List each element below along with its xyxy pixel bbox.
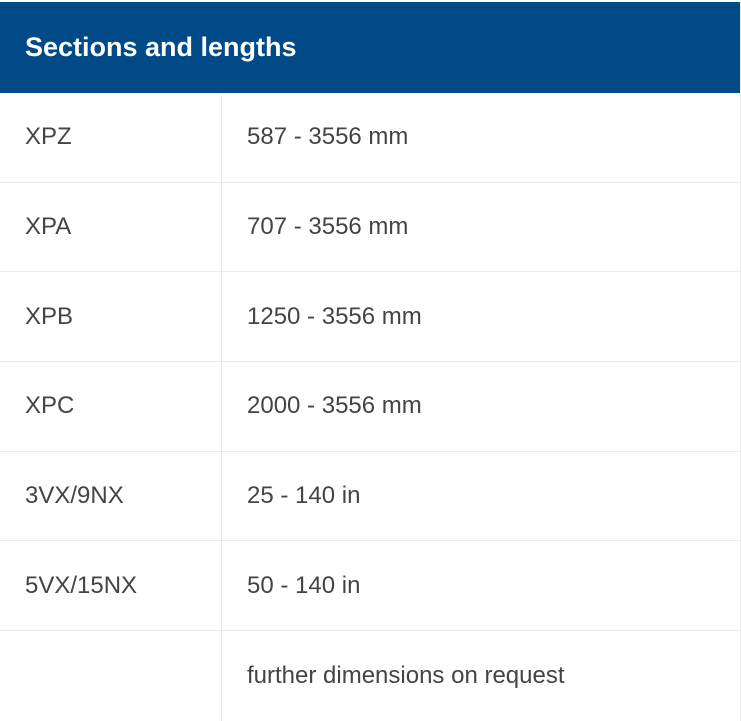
table-row: XPA 707 - 3556 mm xyxy=(0,182,740,273)
table-header: Sections and lengths xyxy=(0,2,740,93)
length-cell: 587 - 3556 mm xyxy=(247,123,409,151)
length-cell: 2000 - 3556 mm xyxy=(247,392,422,420)
section-cell: XPZ xyxy=(0,93,222,182)
table-row: further dimensions on request xyxy=(0,631,740,721)
section-cell: XPB xyxy=(0,272,222,362)
length-cell: 25 - 140 in xyxy=(247,482,361,510)
table-row: XPB 1250 - 3556 mm xyxy=(0,272,740,363)
table-row: XPZ 587 - 3556 mm xyxy=(0,93,740,183)
section-cell: XPA xyxy=(0,182,222,272)
section-cell: XPC xyxy=(0,362,222,451)
length-cell: 50 - 140 in xyxy=(247,571,361,599)
length-cell: 1250 - 3556 mm xyxy=(247,302,422,330)
length-cell: further dimensions on request xyxy=(247,661,565,689)
table-row: 5VX/15NX 50 - 140 in xyxy=(0,541,740,632)
section-cell: 5VX/15NX xyxy=(0,541,222,631)
length-cell: 707 - 3556 mm xyxy=(247,213,409,241)
section-cell: 3VX/9NX xyxy=(0,451,222,541)
table-row: 3VX/9NX 25 - 140 in xyxy=(0,451,740,542)
table-row: XPC 2000 - 3556 mm xyxy=(0,362,740,452)
section-cell xyxy=(0,631,222,721)
